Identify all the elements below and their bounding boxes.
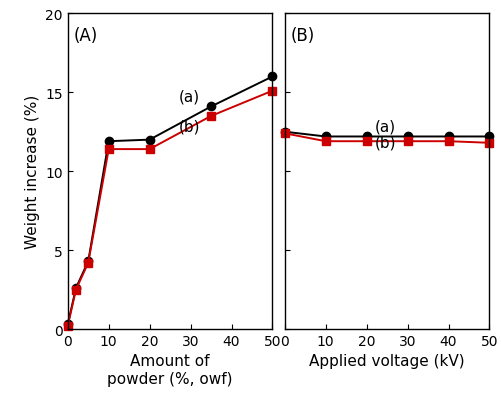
X-axis label: Amount of
powder (%, owf): Amount of powder (%, owf): [107, 354, 232, 386]
Text: (a): (a): [178, 89, 199, 104]
Text: (a): (a): [374, 120, 395, 135]
Text: (B): (B): [290, 27, 315, 45]
X-axis label: Applied voltage (kV): Applied voltage (kV): [309, 354, 464, 369]
Text: (b): (b): [374, 135, 395, 151]
Y-axis label: Weight increase (%): Weight increase (%): [25, 95, 40, 249]
Text: (A): (A): [74, 27, 98, 45]
Text: (b): (b): [178, 119, 199, 134]
